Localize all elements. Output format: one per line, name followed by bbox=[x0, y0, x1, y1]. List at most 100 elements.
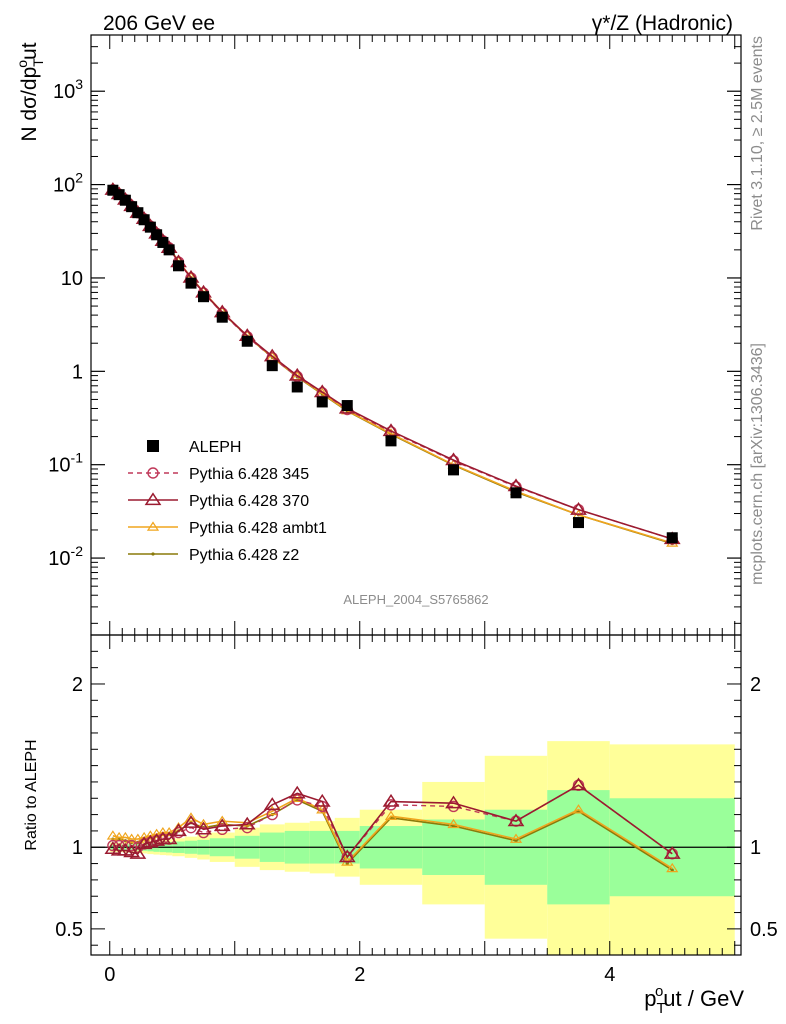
x-tick-label: 2 bbox=[354, 964, 365, 986]
legend-label: ALEPH bbox=[189, 439, 241, 456]
aleph-data-point bbox=[173, 260, 184, 272]
aleph-data-point bbox=[510, 487, 522, 499]
main-frame bbox=[90, 34, 742, 636]
aleph-data-point bbox=[385, 435, 397, 447]
ratio-y-ticks: 0.5 0.5 1 1 2 2 bbox=[55, 650, 778, 946]
ratio-y-tick-label: 0.5 bbox=[55, 919, 83, 941]
ratio-panel: 0.5 0.5 1 1 2 2 0 2 4 bbox=[55, 634, 778, 986]
ratio-marker-370 bbox=[182, 815, 200, 828]
aleph-data-point bbox=[216, 311, 228, 323]
ratio-marker-370 bbox=[663, 846, 681, 859]
ratio-marker-370 bbox=[213, 818, 231, 832]
ratio-y-tick-label-right: 0.5 bbox=[750, 919, 778, 941]
legend-marker-345 bbox=[147, 467, 159, 479]
ratio-marker-370 bbox=[288, 785, 306, 799]
main-y-tick-label: 10 bbox=[61, 268, 83, 290]
ratio-marker-370 bbox=[195, 821, 212, 835]
ratio-y-tick-label-right: 2 bbox=[750, 674, 761, 696]
ratio-marker-ambt1 bbox=[572, 804, 585, 814]
ratio-frame bbox=[90, 634, 742, 956]
analysis-id-label: ALEPH_2004_S5765862 bbox=[343, 592, 488, 607]
legend-marker-aleph bbox=[147, 440, 159, 452]
source-label: mcplots.cern.ch [arXiv:1306.3436] bbox=[749, 343, 766, 585]
main-marker-370 bbox=[288, 367, 306, 381]
ratio-marker-z2 bbox=[345, 861, 349, 866]
main-y-tick-label: 102 bbox=[53, 170, 83, 197]
aleph-data-point bbox=[138, 214, 150, 226]
ratio-bands-layer bbox=[91, 741, 741, 955]
legend: ALEPH Pythia 6.428 345 Pythia 6.428 370 Pyt… bbox=[128, 439, 327, 564]
aleph-data-point bbox=[573, 517, 584, 529]
ratio-marker-z2 bbox=[670, 868, 674, 872]
ratio-marker-370 bbox=[313, 793, 331, 807]
ratio-marker-370 bbox=[570, 777, 587, 791]
ratio-marker-ambt1 bbox=[384, 810, 398, 820]
aleph-data-point bbox=[316, 396, 328, 408]
ratio-marker-370 bbox=[160, 831, 178, 845]
legend-marker-ambt1 bbox=[146, 521, 160, 531]
main-y-ticks: 10-2 10-1 1 10 102 103 bbox=[48, 46, 741, 624]
ratio-marker-370 bbox=[445, 795, 462, 809]
ratio-series-layer bbox=[104, 777, 681, 873]
main-y-axis-label: N dσ/dpTout bbox=[14, 42, 46, 141]
ratio-marker-ambt1 bbox=[666, 862, 679, 873]
ratio-marker-ambt1 bbox=[184, 812, 198, 822]
main-marker-370 bbox=[570, 501, 587, 515]
main-y-tick-label: 10-1 bbox=[48, 450, 83, 477]
legend-label: Pythia 6.428 ambt1 bbox=[189, 520, 327, 537]
rivet-version-label: Rivet 3.1.10, ≥ 2.5M events bbox=[749, 36, 766, 231]
ratio-y-tick-label: 1 bbox=[72, 837, 83, 859]
ratio-marker-z2 bbox=[514, 839, 518, 843]
ratio-marker-ambt1 bbox=[163, 826, 176, 837]
aleph-data-point bbox=[266, 360, 278, 372]
ratio-marker-370 bbox=[135, 836, 153, 850]
aleph-data-point bbox=[107, 184, 119, 196]
ratio-marker-ambt1 bbox=[447, 818, 460, 829]
ratio-marker-345 bbox=[241, 821, 253, 834]
ratio-y-axis-label: Ratio to ALEPH bbox=[23, 739, 40, 850]
aleph-data-point bbox=[144, 221, 156, 233]
main-y-tick-label: 1 bbox=[72, 361, 83, 383]
aleph-data-point bbox=[126, 201, 138, 213]
aleph-data-point bbox=[291, 381, 303, 393]
legend-marker-z2 bbox=[151, 552, 155, 556]
ratio-marker-345 bbox=[216, 823, 228, 835]
ratio-marker-370 bbox=[170, 823, 187, 837]
ratio-marker-ambt1 bbox=[106, 830, 119, 840]
aleph-data-point bbox=[157, 236, 169, 248]
x-tick-label: 0 bbox=[104, 964, 115, 986]
aleph-data-point bbox=[666, 532, 678, 544]
main-marker-370 bbox=[382, 423, 400, 437]
main-y-tick-label: 10-2 bbox=[48, 543, 83, 570]
x-axis-label: pTout / GeV bbox=[644, 983, 744, 1017]
main-series-line bbox=[112, 189, 673, 540]
ratio-marker-345 bbox=[447, 800, 460, 813]
main-series-layer bbox=[104, 182, 681, 547]
legend-label: Pythia 6.428 z2 bbox=[189, 547, 299, 564]
ratio-y-tick-label: 2 bbox=[72, 674, 83, 696]
ratio-marker-ambt1 bbox=[509, 833, 523, 843]
ratio-marker-370 bbox=[129, 846, 147, 859]
ratio-marker-370 bbox=[507, 813, 525, 827]
aleph-data-point bbox=[341, 400, 353, 412]
main-y-tick-label: 103 bbox=[53, 76, 83, 103]
ratio-marker-370 bbox=[238, 816, 256, 830]
legend-label: Pythia 6.428 370 bbox=[189, 493, 309, 510]
ratio-x-ticks: 0 2 4 bbox=[104, 635, 736, 986]
aleph-data-point bbox=[185, 277, 197, 289]
aleph-data-point bbox=[113, 189, 125, 201]
ratio-marker-370 bbox=[338, 849, 356, 863]
aleph-data-point bbox=[198, 291, 209, 303]
ratio-marker-345 bbox=[291, 794, 303, 806]
ratio-series-line bbox=[112, 797, 673, 870]
aleph-data-point bbox=[163, 244, 175, 256]
ratio-marker-ambt1 bbox=[125, 833, 138, 843]
x-tick-label: 4 bbox=[604, 964, 615, 986]
ratio-marker-370 bbox=[382, 793, 400, 807]
ratio-marker-345 bbox=[197, 826, 210, 839]
main-panel: 10-2 10-1 1 10 102 103 ALEPH_2004_S5765862 AL… bbox=[48, 34, 742, 636]
ratio-marker-ambt1 bbox=[156, 826, 169, 837]
header-right-label: γ*/Z (Hadronic) bbox=[592, 12, 733, 35]
aleph-data-point bbox=[241, 335, 253, 347]
